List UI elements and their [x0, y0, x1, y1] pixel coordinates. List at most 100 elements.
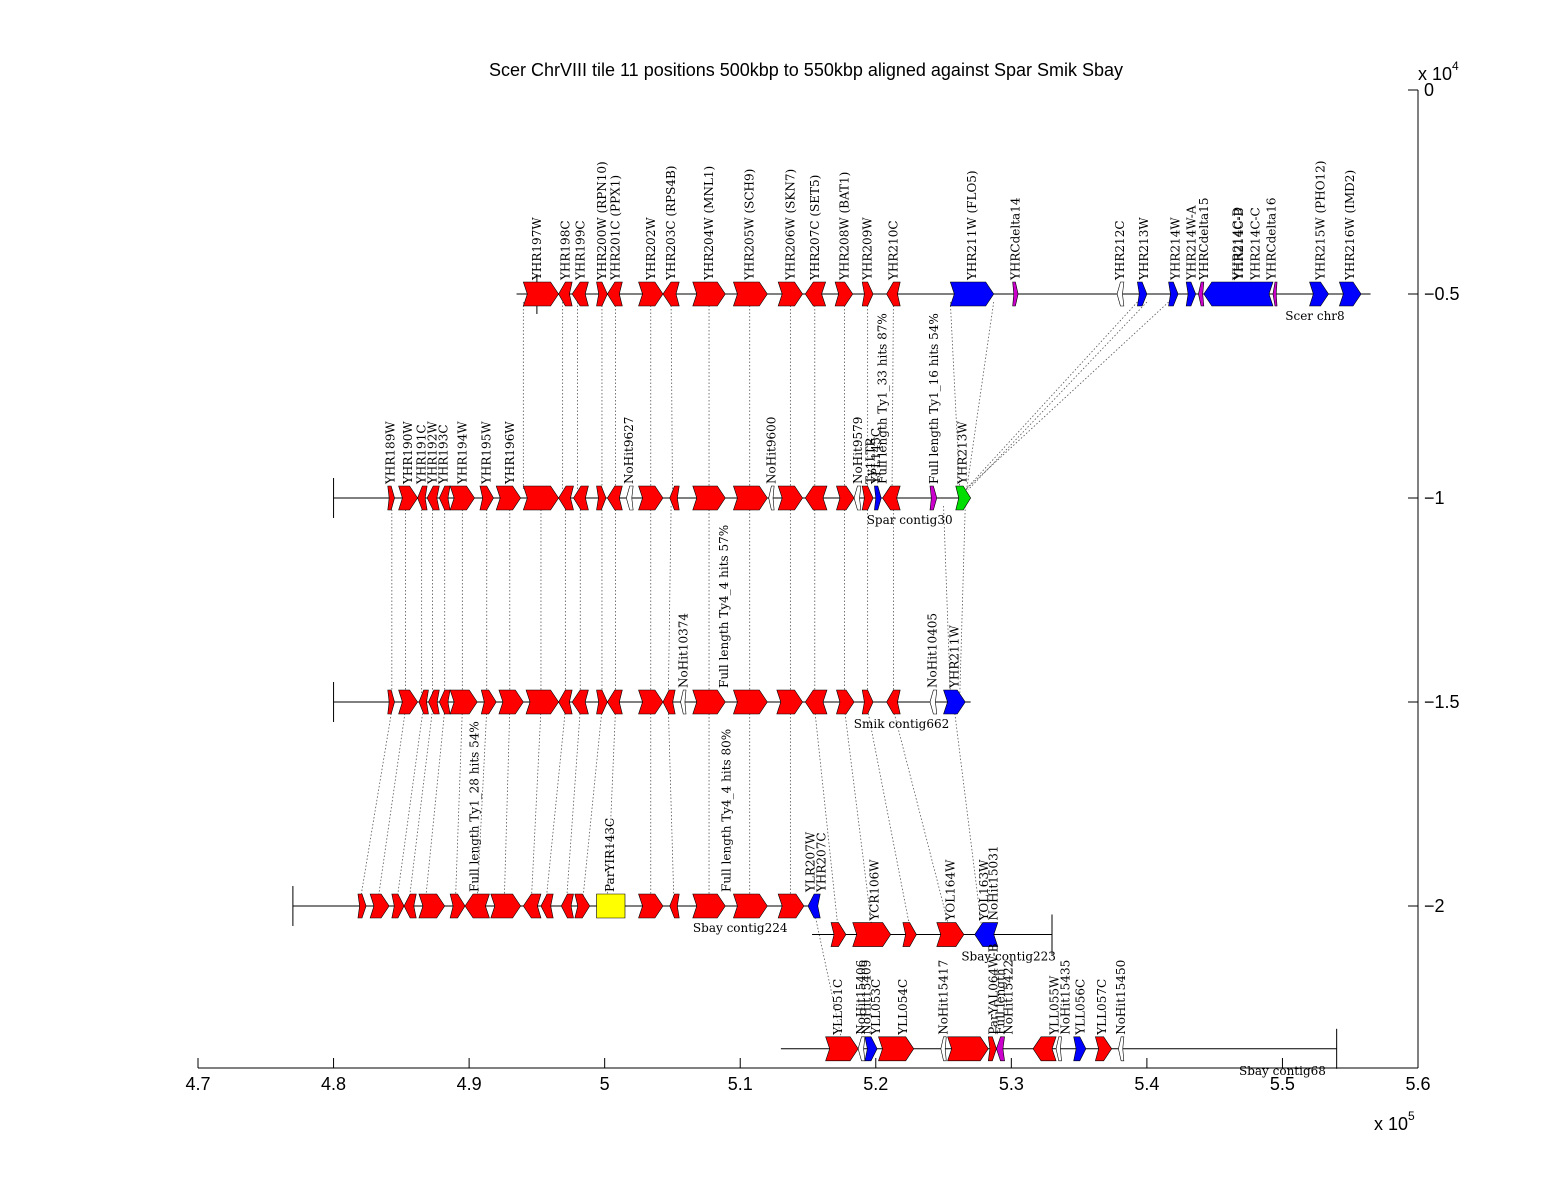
gene-arrow — [1032, 1036, 1057, 1062]
gene-label: YHR199C — [573, 220, 587, 281]
contig-label: Sbay contig223 — [961, 950, 1056, 964]
gene-arrow — [804, 281, 827, 307]
contig-label: Sbay contig224 — [693, 921, 788, 935]
gene-label: YPL145C — [869, 428, 883, 485]
gene-arrow — [638, 893, 664, 919]
gene-label: YCR106W — [867, 859, 881, 922]
gene-label: Full length Ty1_28 hits 54% — [468, 721, 482, 892]
gene-arrow — [571, 689, 589, 715]
gene-arrow — [834, 281, 854, 307]
x-tick-label: 5.4 — [1134, 1074, 1159, 1094]
gene-arrow — [1185, 281, 1197, 307]
gene-label: NoHit15409 — [859, 960, 873, 1035]
chart-title: Scer ChrVIII tile 11 positions 500kbp to… — [489, 60, 1123, 80]
gene-arrow — [638, 689, 664, 715]
gene-arrow — [558, 689, 573, 715]
gene-arrow — [596, 281, 608, 307]
gene-label: NoHit15417 — [937, 960, 951, 1035]
gene-arrow — [387, 485, 395, 511]
gene-arrow — [853, 485, 862, 511]
gene-label: NoHit15406 — [854, 960, 868, 1035]
gene-arrow — [669, 893, 680, 919]
gene-arrow — [1137, 281, 1148, 307]
gene-labels: YHR197W YHR198C YHR199C YHR200W (RPN10) YHR2… — [383, 161, 1357, 1036]
gene-label: YLL056C — [1073, 979, 1087, 1036]
contig-label: Smik contig662 — [854, 717, 949, 731]
gene-label: YLL055W — [1048, 975, 1062, 1036]
x-tick-label: 5 — [600, 1074, 610, 1094]
homology-link — [964, 301, 1138, 491]
gene-arrow — [438, 689, 451, 715]
homology-link — [893, 709, 950, 927]
gene-arrow — [857, 1036, 866, 1062]
gene-arrow — [1309, 281, 1329, 307]
gene-label: Ty1LTR — [863, 437, 877, 484]
track-sbay: Sbay contig224 — [292, 886, 821, 935]
gene-label: YHR204W (MNL1) — [702, 166, 716, 281]
y-tick-label: −1 — [1424, 488, 1445, 508]
gene-arrow — [830, 922, 847, 947]
gene-arrow — [1116, 281, 1125, 307]
gene-arrow — [449, 485, 475, 511]
gene-arrow — [449, 689, 478, 715]
gene-label: YHR215W (PHO12) — [1313, 161, 1327, 281]
gene-label: YHR207C (SET5) — [808, 175, 822, 281]
x-tick-label: 5.3 — [999, 1074, 1024, 1094]
gene-arrow — [777, 485, 803, 511]
homology-link — [670, 301, 673, 491]
gene-arrow — [955, 485, 972, 511]
contig-label: Sbay contig68 — [1239, 1064, 1326, 1078]
track-spar: Spar contig30 — [333, 478, 972, 527]
gene-arrow — [974, 922, 999, 947]
gene-arrow — [777, 893, 805, 919]
gene-label: NoHit9627 — [622, 417, 636, 484]
gene-arrow — [1073, 1036, 1087, 1062]
gene-arrow — [836, 689, 855, 715]
gene-arrow — [495, 485, 521, 511]
x-axis-exponent: x 105 — [1374, 1109, 1415, 1134]
gene-label: YHR200W (RPN10) — [595, 161, 609, 281]
gene-arrow — [929, 485, 938, 511]
gene-arrow — [680, 689, 687, 715]
gene-arrow — [626, 485, 634, 511]
gene-arrow — [861, 281, 874, 307]
gene-arrow — [571, 281, 589, 307]
gene-arrow — [929, 689, 938, 715]
gene-arrow — [804, 485, 828, 511]
gene-label: Full length Ty1_16 hits 54% — [927, 313, 941, 484]
gene-label: YLL053C — [869, 979, 883, 1036]
homology-link — [377, 709, 406, 899]
gene-label: Full length Ty4_4 hits 80% — [720, 729, 734, 892]
gene-arrow — [479, 485, 494, 511]
gene-arrow — [596, 893, 626, 919]
gene-label: YHR192W — [426, 421, 440, 485]
gene-label: YHR214C-C — [1248, 207, 1262, 281]
gene-arrow — [438, 485, 451, 511]
gene-arrow — [357, 893, 367, 919]
gene-label: YHR190W — [401, 421, 415, 485]
track-scer: Scer chr8 — [516, 274, 1371, 323]
gene-arrow — [398, 485, 418, 511]
homology-link — [891, 301, 894, 491]
gene-label: YHRCdelta14 — [1008, 197, 1022, 281]
gene-arrow — [1198, 281, 1205, 307]
gene-label: YHR201C (PPX1) — [609, 175, 623, 281]
gene-label: ParYAL064W-B — [987, 943, 1001, 1034]
gene-label: YHR210C — [886, 220, 900, 281]
gene-arrow — [596, 689, 608, 715]
gene-arrow — [464, 893, 490, 919]
x-tick-label: 5.5 — [1270, 1074, 1295, 1094]
gene-arrow — [418, 689, 429, 715]
gene-label: YHR193C — [436, 424, 450, 485]
gene-arrow — [522, 893, 542, 919]
gene-label: YHR214W-A — [1185, 205, 1199, 281]
gene-label: YHR212C — [1113, 220, 1127, 281]
gene-label: YHRCdelta15 — [1197, 198, 1211, 281]
track-smik: Smik contig662 — [333, 682, 971, 731]
homology-link — [360, 709, 393, 899]
gene-arrow — [804, 689, 828, 715]
gene-arrow — [777, 281, 803, 307]
contig-label: Scer chr8 — [1285, 309, 1344, 323]
y-tick-label: −2 — [1424, 896, 1445, 916]
gene-label: YHR206W (SKN7) — [783, 169, 797, 281]
